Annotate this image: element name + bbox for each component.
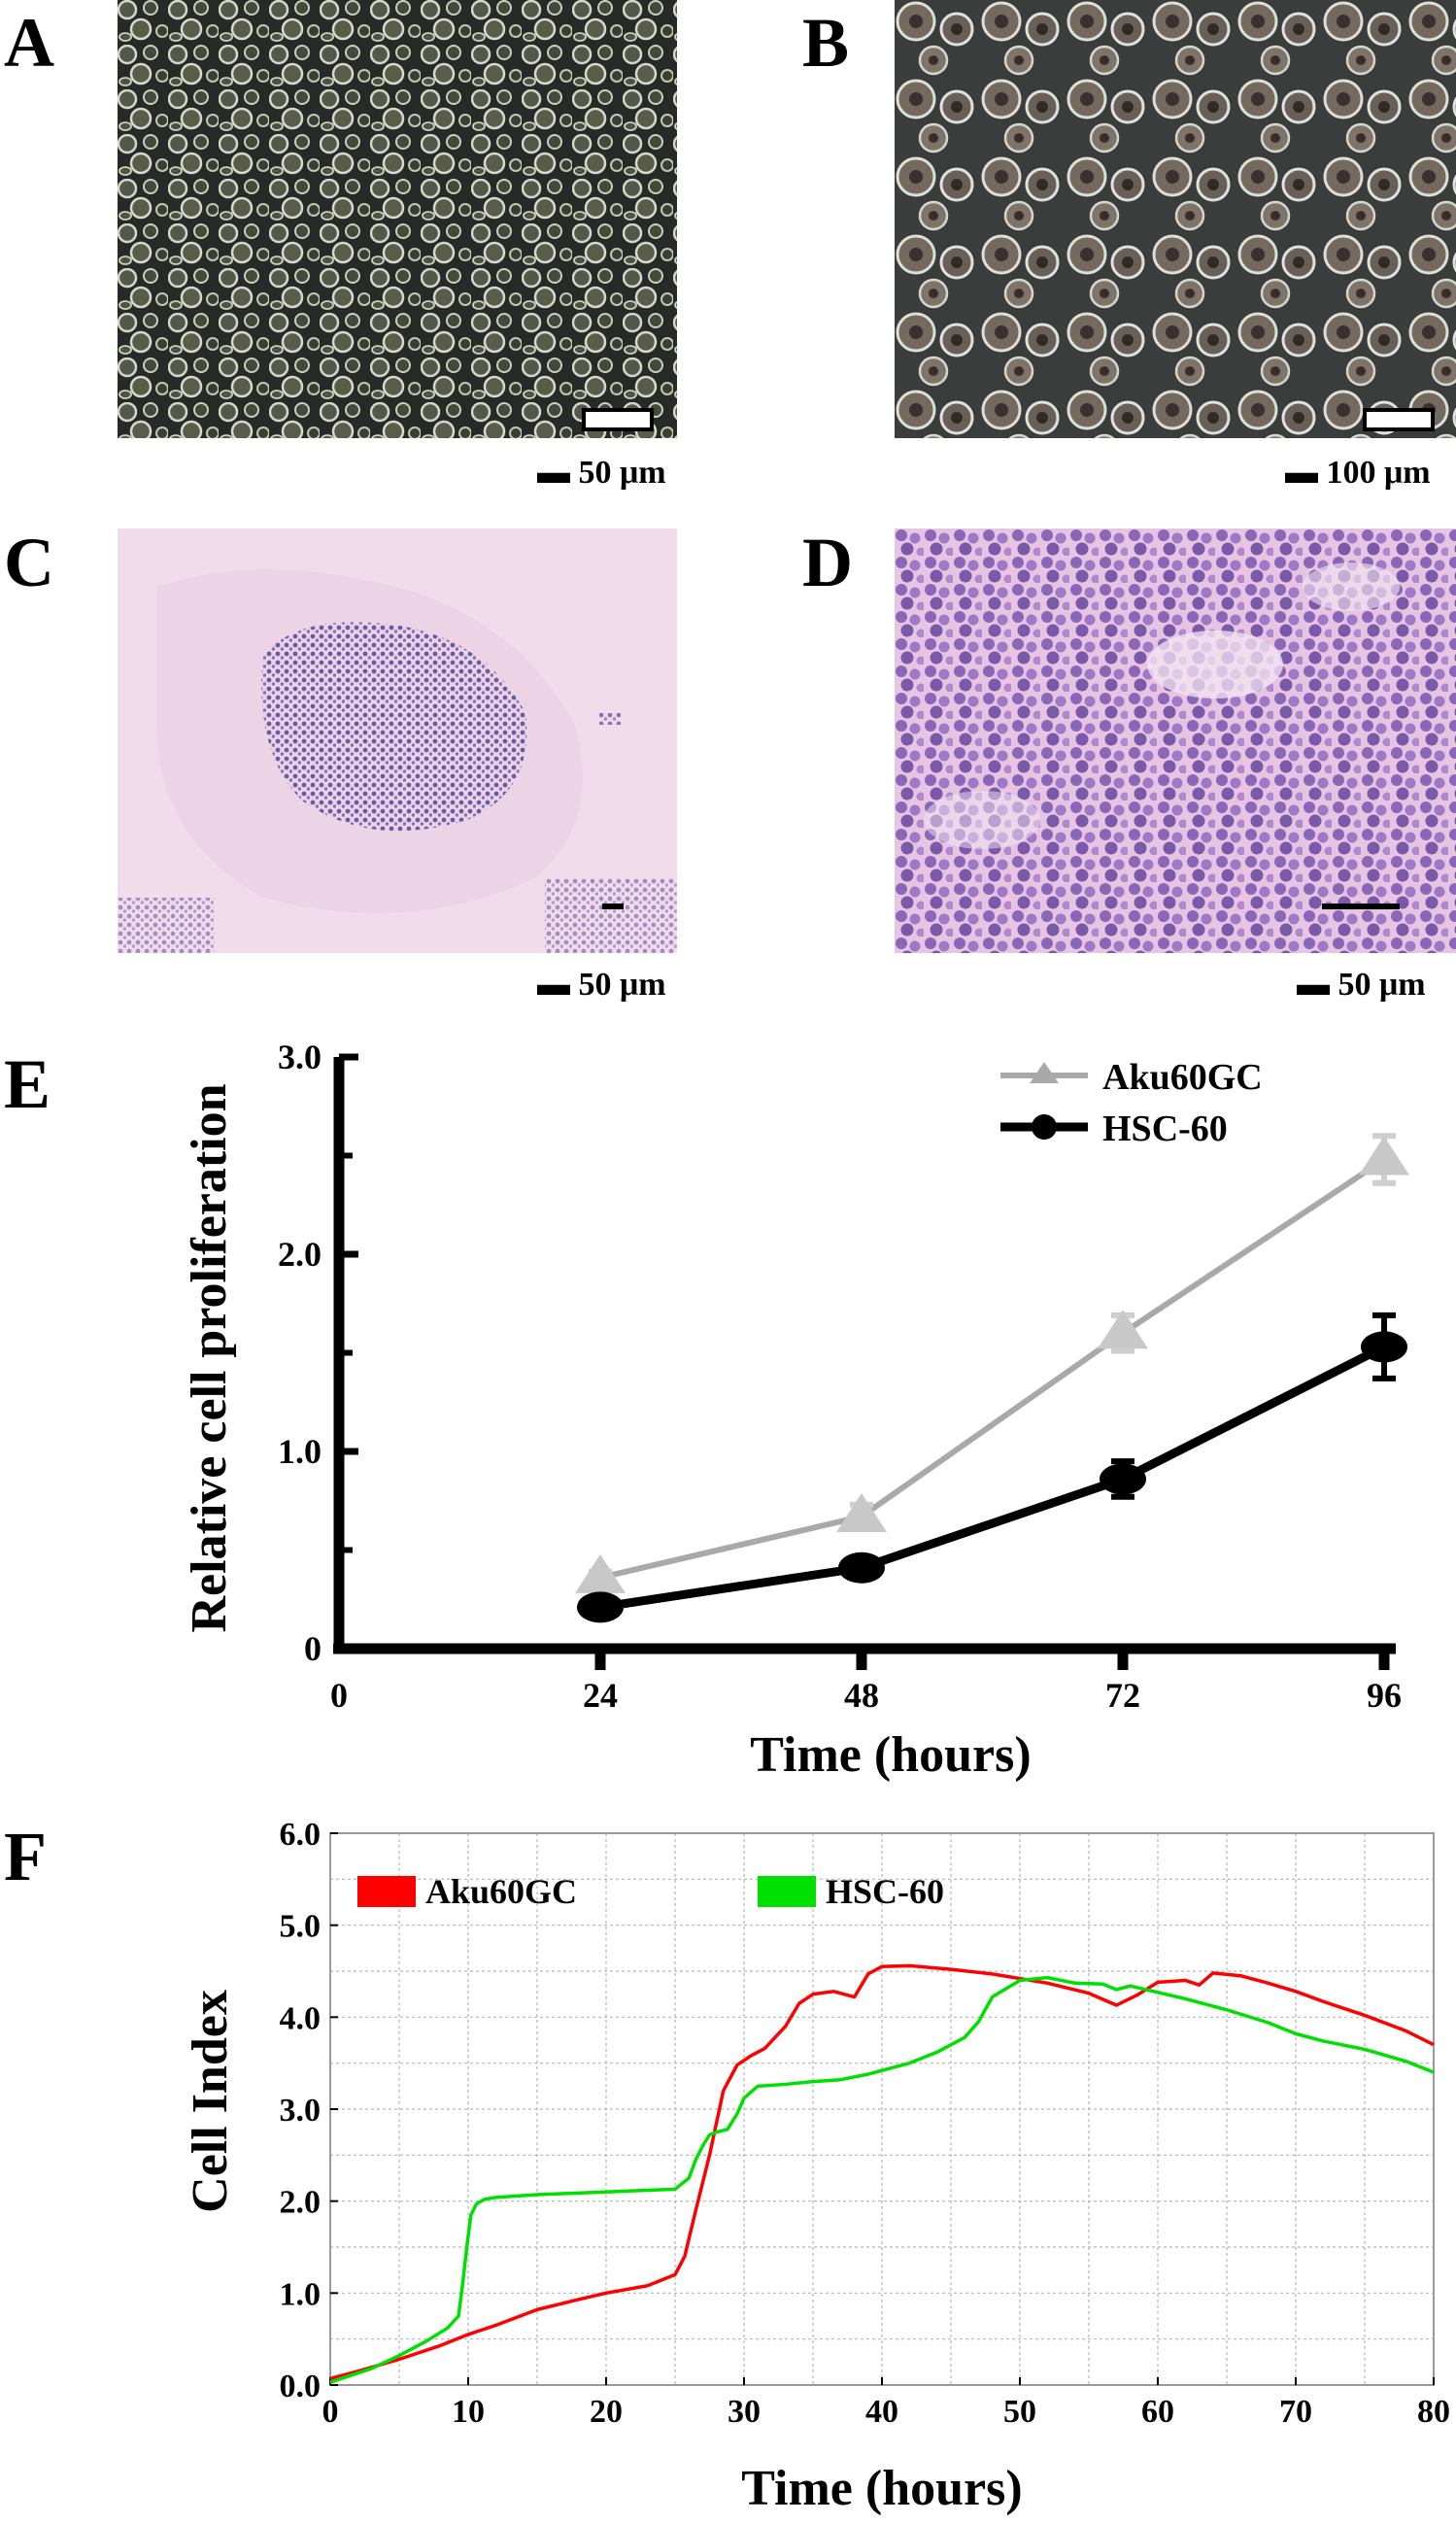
scale-bar-a: [582, 408, 654, 431]
f-x-tick-label: 70: [1279, 2394, 1312, 2430]
micrograph-b: [895, 0, 1456, 438]
e-point-triangle: [575, 1553, 626, 1593]
e-x-tick-label: 72: [1105, 1676, 1140, 1715]
f-x-tick-label: 30: [728, 2394, 761, 2430]
scale-bar-b: [1363, 408, 1435, 431]
e-point-circle: [1361, 1331, 1407, 1363]
e-y-tick-label: 0: [304, 1629, 322, 1668]
e-y-tick-label: 3.0: [278, 1038, 322, 1076]
e-legend-triangle: [1030, 1062, 1059, 1083]
f-x-tick-label: 40: [865, 2394, 898, 2430]
e-x-tick-label: 48: [844, 1676, 879, 1715]
f-x-tick-label: 20: [590, 2394, 623, 2430]
e-point-circle: [838, 1551, 885, 1584]
scale-label-b: ▬ 100 μm: [1285, 455, 1431, 492]
e-point-triangle: [836, 1492, 887, 1532]
f-y-tick-label: 2.0: [280, 2185, 322, 2221]
scale-bar-c: [602, 904, 624, 909]
e-point-circle: [1100, 1463, 1146, 1495]
f-x-axis-label: Time (hours): [741, 2461, 1022, 2516]
scale-bar-d: [1322, 904, 1400, 909]
micrograph-d: [895, 528, 1456, 953]
micrograph-a: [118, 0, 677, 438]
f-y-tick-label: 6.0: [280, 1817, 322, 1853]
f-y-tick-label: 0.0: [280, 2369, 322, 2404]
f-x-tick-label: 60: [1141, 2394, 1174, 2430]
scale-text-b: 100 μm: [1326, 455, 1431, 491]
f-legend-label: Aku60GC: [425, 1872, 577, 1911]
e-point-triangle: [1098, 1310, 1148, 1349]
f-x-tick-label: 50: [1003, 2394, 1036, 2430]
f-series-line: [329, 1975, 1435, 2384]
e-legend-circle: [1032, 1114, 1057, 1140]
scale-dash-a: ▬: [537, 455, 579, 491]
f-y-tick-label: 1.0: [280, 2276, 322, 2312]
scale-label-d: ▬ 50 μm: [1297, 967, 1426, 1004]
f-series-line: [329, 1963, 1435, 2381]
f-legend-label: HSC-60: [826, 1872, 944, 1911]
scale-label-c: ▬ 50 μm: [537, 967, 666, 1004]
f-y-tick-label: 3.0: [280, 2093, 322, 2129]
scale-dash-c: ▬: [537, 967, 579, 1003]
e-x-tick-label: 96: [1367, 1676, 1402, 1715]
e-x-tick-label: 0: [330, 1676, 348, 1715]
f-x-tick-label: 0: [322, 2394, 339, 2430]
scale-label-a: ▬ 50 μm: [537, 455, 666, 492]
panel-letter-f: F: [4, 1818, 47, 1895]
e-point-circle: [577, 1591, 624, 1623]
scale-dash-b: ▬: [1285, 455, 1327, 491]
f-y-tick-label: 4.0: [280, 2000, 322, 2036]
e-series-line: [599, 1343, 1387, 1612]
f-y-tick-label: 5.0: [280, 1909, 322, 1945]
scale-text-c: 50 μm: [578, 967, 666, 1003]
micrograph-c: [118, 528, 677, 953]
panel-letter-a: A: [4, 4, 54, 82]
scale-dash-d: ▬: [1297, 967, 1338, 1003]
e-point-triangle: [1359, 1136, 1409, 1176]
panel-letter-b: B: [802, 4, 850, 82]
e-legend-label: Aku60GC: [1102, 1057, 1263, 1098]
f-x-tick-label: 10: [452, 2394, 485, 2430]
f-legend-swatch: [758, 1876, 816, 1907]
scale-text-d: 50 μm: [1337, 967, 1426, 1003]
e-y-tick-label: 2.0: [278, 1235, 322, 1274]
f-y-axis-label: Cell Index: [183, 1990, 238, 2213]
f-plot-frame: [329, 1832, 1435, 2386]
f-legend-swatch: [357, 1876, 416, 1907]
e-x-axis-label: Time (hours): [750, 1727, 1031, 1783]
e-series-line: [599, 1157, 1386, 1581]
panel-letter-e: E: [4, 1045, 51, 1123]
e-x-tick-label: 24: [583, 1676, 618, 1715]
e-y-axis-label: Relative cell proliferation: [182, 1083, 237, 1632]
e-y-tick-label: 1.0: [278, 1432, 322, 1471]
scale-text-a: 50 μm: [578, 455, 666, 491]
panel-letter-d: D: [802, 524, 853, 601]
panel-letter-c: C: [4, 524, 54, 601]
e-legend-label: HSC-60: [1102, 1108, 1228, 1149]
f-x-tick-label: 80: [1417, 2394, 1450, 2430]
